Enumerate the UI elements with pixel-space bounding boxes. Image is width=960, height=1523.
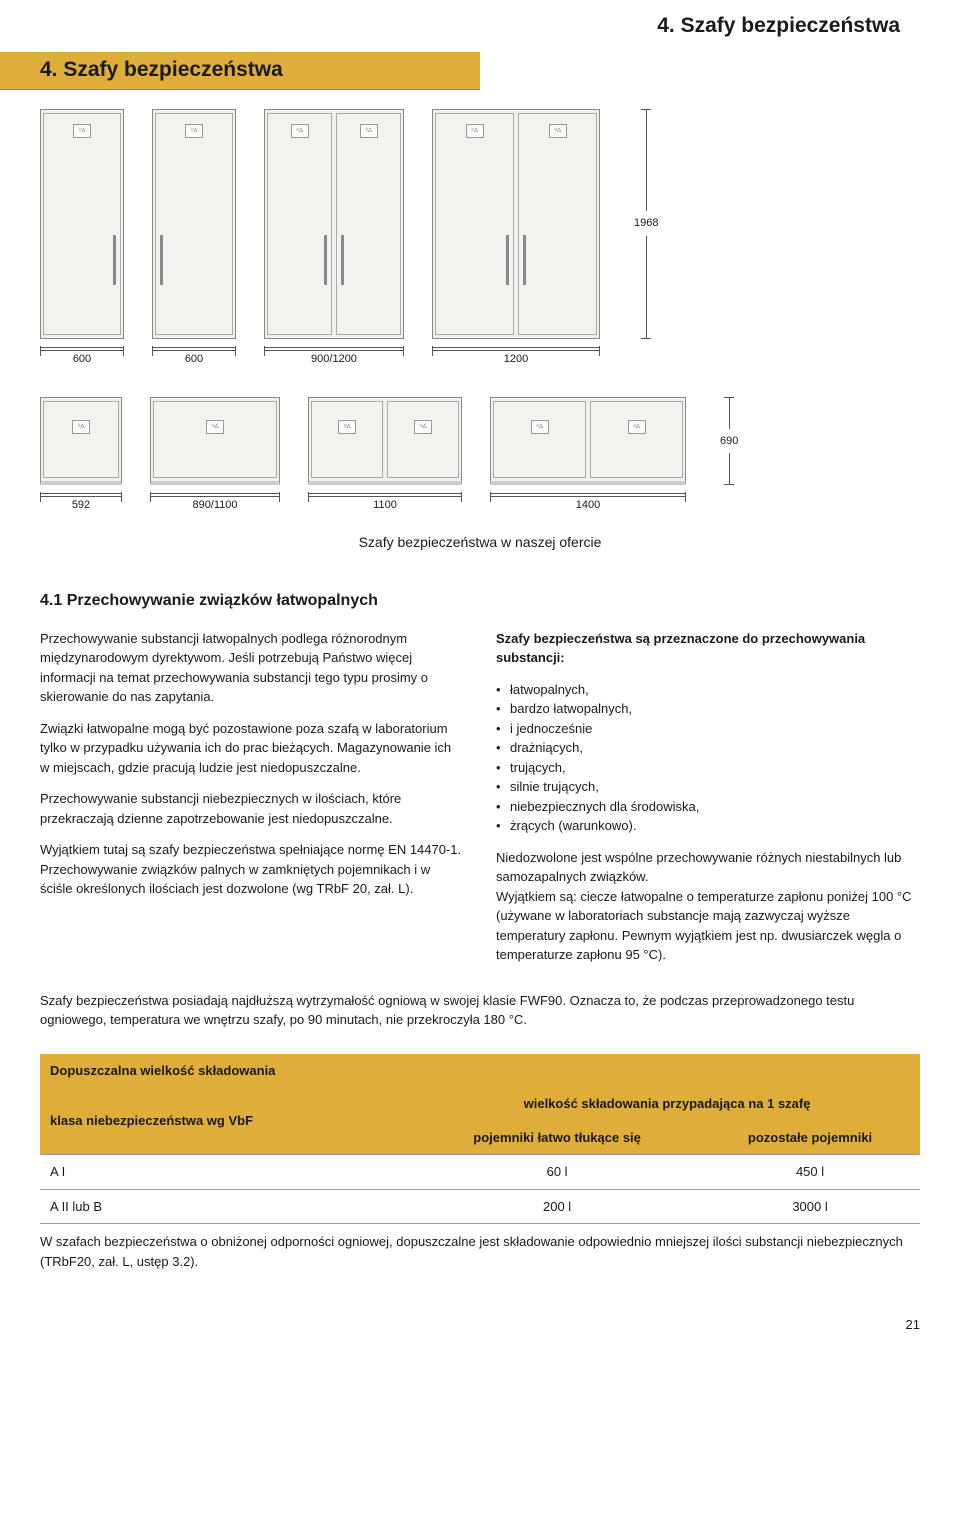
table-cell: A I <box>40 1155 414 1190</box>
bullet-item: niebezpiecznych dla środowiska, <box>496 797 920 817</box>
bullet-list: łatwopalnych, bardzo łatwopalnych, i jed… <box>496 680 920 836</box>
bullet-item: i jednocześnie <box>496 719 920 739</box>
table-cell: 450 l <box>700 1155 920 1190</box>
table-subheader: pojemniki łatwo tłukące się <box>414 1121 700 1155</box>
table-footnote: W szafach bezpieczeństwa o obniżonej odp… <box>40 1232 920 1271</box>
gold-title-bar: 4. Szafy bezpieczeństwa <box>0 52 480 90</box>
subsection-heading: 4.1 Przechowywanie związków łatwopalnych <box>40 589 920 613</box>
tall-cabinet-row: ○△ ○△ ○△ ○△ ○△ ○△ <box>40 109 920 339</box>
table-subheader: pozostałe pojemniki <box>700 1121 920 1155</box>
bullet-item: łatwopalnych, <box>496 680 920 700</box>
short-width-dims: 592 890/1100 1100 1400 <box>40 493 920 514</box>
bullet-item: bardzo łatwopalnych, <box>496 699 920 719</box>
cabinet-diagrams: ○△ ○△ ○△ ○△ ○△ ○△ <box>0 94 960 589</box>
right-intro-strong: Szafy bezpieczeństwa są przeznaczone do … <box>496 631 865 666</box>
right-column: Szafy bezpieczeństwa są przeznaczone do … <box>496 629 920 977</box>
page-number: 21 <box>0 1291 960 1351</box>
table-cell: A II lub B <box>40 1189 414 1224</box>
tall-height-dim: 1968 <box>628 109 658 339</box>
table-header: klasa niebezpieczeństwa wg VbF <box>40 1087 414 1155</box>
page-title-right: 4. Szafy bezpieczeństwa <box>657 14 900 37</box>
left-paragraph: Przechowywanie substancji niebezpiecznyc… <box>40 789 464 828</box>
left-column: Przechowywanie substancji łatwopalnych p… <box>40 629 464 977</box>
bullet-item: silnie trujących, <box>496 777 920 797</box>
left-paragraph: Związki łatwopalne mogą być pozostawione… <box>40 719 464 778</box>
tall-width-dims: 600 600 900/1200 1200 <box>40 347 920 368</box>
bullet-item: drażniących, <box>496 738 920 758</box>
right-paragraph: Niedozwolone jest wspólne przechowywanie… <box>496 850 901 885</box>
page-title-left: 4. Szafy bezpieczeństwa <box>40 54 283 86</box>
short-height-dim: 690 <box>714 397 738 485</box>
table-header: wielkość składowania przypadająca na 1 s… <box>414 1087 920 1121</box>
header-block: 4. Szafy bezpieczeństwa 4. Szafy bezpiec… <box>0 0 960 90</box>
storage-table: Dopuszczalna wielkość składowania klasa … <box>40 1054 920 1272</box>
short-cabinet-row: ○△ ○△ ○△ ○△ ○△ ○△ <box>40 397 920 485</box>
table-cell: 3000 l <box>700 1189 920 1224</box>
left-paragraph: Wyjątkiem tutaj są szafy bezpieczeństwa … <box>40 840 464 899</box>
table-cell: 200 l <box>414 1189 700 1224</box>
two-column-text: Przechowywanie substancji łatwopalnych p… <box>40 629 920 977</box>
bullet-item: żrących (warunkowo). <box>496 816 920 836</box>
wide-paragraph: Szafy bezpieczeństwa posiadają najdłuższ… <box>40 991 920 1030</box>
table-header: Dopuszczalna wielkość składowania <box>40 1054 414 1088</box>
table-row: A I 60 l 450 l <box>40 1155 920 1190</box>
right-paragraph: Wyjątkiem są: ciecze łatwopalne o temper… <box>496 889 912 963</box>
bullet-item: trujących, <box>496 758 920 778</box>
left-paragraph: Przechowywanie substancji łatwopalnych p… <box>40 629 464 707</box>
diagram-caption: Szafy bezpieczeństwa w naszej ofercie <box>40 532 920 553</box>
table-cell: 60 l <box>414 1155 700 1190</box>
table-row: A II lub B 200 l 3000 l <box>40 1189 920 1224</box>
